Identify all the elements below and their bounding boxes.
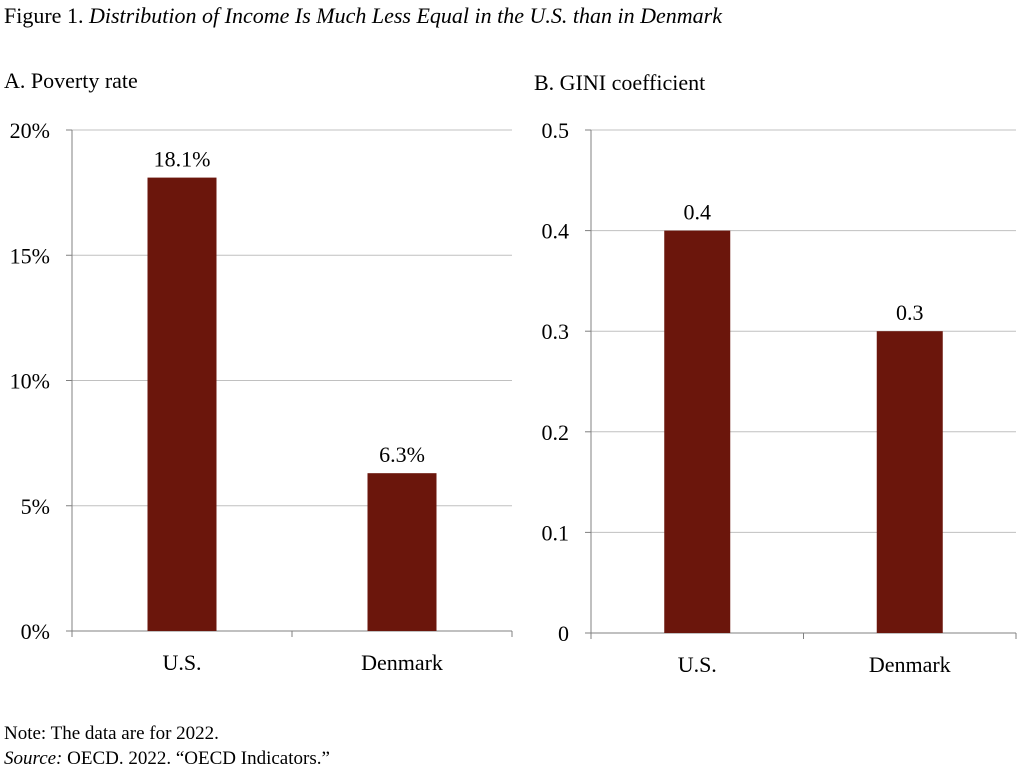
poverty-rate-panel: A. Poverty rate 0% 5% 10% 15% 20% 18.1% U.S. 6.… [0, 60, 520, 700]
gini-ytick-label: 0.2 [542, 420, 570, 445]
gini-bar-0 [664, 230, 731, 633]
poverty-data-label-1: 6.3% [379, 442, 425, 467]
poverty-ytick-label: 15% [10, 243, 50, 268]
poverty-ytick-label: 20% [10, 118, 50, 143]
poverty-ytick-label: 5% [21, 494, 50, 519]
source-line: Source: OECD. 2022. “OECD Indicators.” [4, 748, 330, 770]
gini-ytick-label: 0.5 [542, 118, 570, 143]
poverty-rate-title: A. Poverty rate [4, 68, 138, 93]
figure-title: Figure 1. Distribution of Income Is Much… [4, 3, 722, 29]
gini-title: B. GINI coefficient [534, 70, 706, 95]
poverty-category-label-1: Denmark [361, 650, 443, 675]
poverty-bar-1 [367, 473, 437, 631]
poverty-rate-chart: 0% 5% 10% 15% 20% 18.1% U.S. 6.3% Denmark [10, 118, 513, 675]
gini-ytick-label: 0 [558, 621, 569, 646]
gini-category-label-1: Denmark [869, 652, 951, 677]
figure-title-text: Distribution of Income Is Much Less Equa… [88, 3, 723, 28]
gini-ytick-label: 0.1 [542, 520, 570, 545]
gini-ytick-label: 0.3 [542, 319, 570, 344]
gini-bar-1 [876, 331, 943, 633]
poverty-bar-0 [147, 177, 217, 631]
gini-panel: B. GINI coefficient 0 0.1 0.2 0.3 0.4 0.5 0.4 U… [520, 60, 1024, 700]
source-text: OECD. 2022. “OECD Indicators.” [62, 748, 330, 769]
poverty-ytick-label: 0% [21, 619, 50, 644]
poverty-data-label-0: 18.1% [154, 147, 211, 172]
poverty-category-label-0: U.S. [162, 650, 201, 675]
gini-data-label-0: 0.4 [684, 200, 712, 225]
note-text: Note: The data are for 2022. [4, 723, 219, 744]
figure-label: Figure 1. [4, 3, 84, 28]
gini-ytick-label: 0.4 [542, 219, 570, 244]
gini-data-label-1: 0.3 [896, 300, 924, 325]
gini-category-label-0: U.S. [678, 652, 717, 677]
gini-chart: 0 0.1 0.2 0.3 0.4 0.5 0.4 U.S. 0.3 Denmark [542, 118, 1017, 677]
poverty-ytick-label: 10% [10, 369, 50, 394]
source-label: Source: [4, 748, 63, 769]
